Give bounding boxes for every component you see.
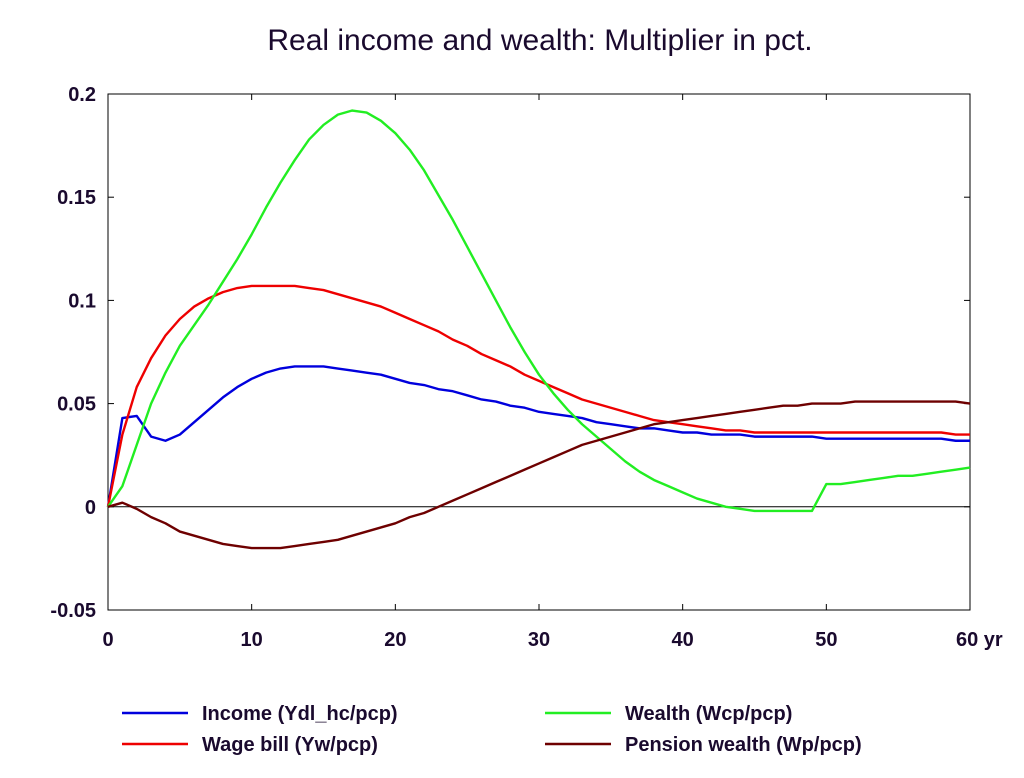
x-tick-label: 30	[528, 629, 550, 651]
axis-ticks: -0.05 0 0.05 0.1 0.15 0.2 0 10 20 30 40 50 60 yr	[50, 84, 1003, 651]
legend: Income (Ydl_hc/pcp) Wage bill (Yw/pcp) Wea…	[122, 703, 862, 756]
series-lines	[106, 109, 971, 550]
legend-label-3: Wealth (Wcp/pcp)	[625, 703, 792, 725]
x-tick-label: 20	[384, 629, 406, 651]
x-tick-label: 10	[241, 629, 263, 651]
legend-label-4: Pension wealth (Wp/pcp)	[625, 734, 862, 756]
y-tick-label: 0.2	[68, 84, 96, 106]
y-tick-label: 0.1	[68, 290, 96, 312]
x-tick-label: 50	[815, 629, 837, 651]
legend-label-2: Wage bill (Yw/pcp)	[202, 734, 378, 756]
y-tick-label: 0	[85, 497, 96, 519]
series-line-4	[107, 400, 971, 550]
x-tick-label: 60 yr	[956, 629, 1003, 651]
y-tick-label: -0.05	[50, 600, 96, 622]
chart-title: Real income and wealth: Multiplier in pc…	[267, 24, 812, 57]
series-line-1	[106, 365, 970, 507]
y-tick-label: 0.05	[57, 394, 96, 416]
x-tick-label: 0	[102, 629, 113, 651]
plot-area	[107, 93, 971, 611]
plot-frame	[107, 93, 971, 611]
series-line-3	[107, 109, 971, 513]
series-line-2	[106, 284, 970, 508]
y-tick-label: 0.15	[57, 187, 96, 209]
legend-label-1: Income (Ydl_hc/pcp)	[202, 703, 398, 725]
x-tick-label: 40	[672, 629, 694, 651]
